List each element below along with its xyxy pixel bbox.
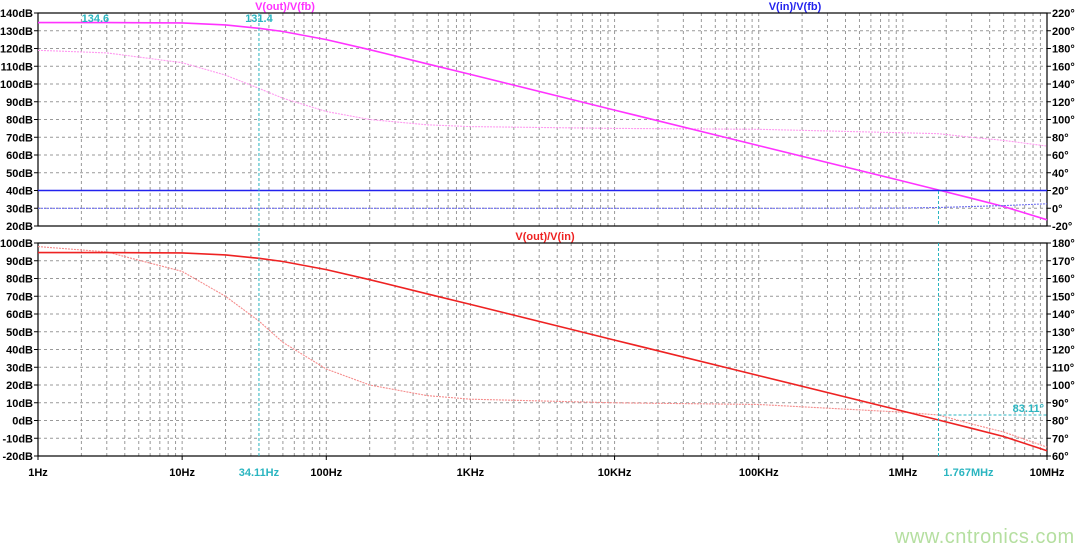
right-axis-tick-label: 60° [1052, 451, 1069, 463]
right-axis-tick-label: 140° [1052, 309, 1075, 321]
left-axis-tick-label: 70dB [6, 132, 33, 144]
left-axis-tick-label: 30dB [6, 203, 33, 215]
left-axis-tick-label: 20dB [6, 221, 33, 233]
cursor-frequency-label: 1.767MHz [943, 467, 994, 479]
cursor-phase-label: 83.11° [1013, 403, 1044, 415]
right-axis-tick-label: 130° [1052, 327, 1075, 339]
right-axis-tick-label: 180° [1052, 44, 1075, 56]
right-axis-tick-label: 0° [1052, 203, 1063, 215]
right-axis-tick-label: 170° [1052, 256, 1075, 268]
trace-title: V(out)/V(fb) [255, 1, 315, 13]
left-axis-tick-label: 100dB [0, 79, 33, 91]
magnitude-trace [38, 251, 1048, 452]
right-axis-tick-label: 160° [1052, 274, 1075, 286]
left-axis-tick-label: 90dB [6, 97, 33, 109]
right-axis-tick-label: 60° [1052, 150, 1069, 162]
right-axis-tick-label: 90° [1052, 398, 1069, 410]
left-axis-tick-label: 130dB [0, 26, 33, 38]
right-axis-tick-label: 40° [1052, 168, 1069, 180]
phase-trace [37, 246, 1048, 448]
right-axis-tick-label: 120° [1052, 345, 1075, 357]
left-axis-tick-label: 110dB [1, 61, 33, 73]
right-axis-tick-label: 150° [1052, 291, 1075, 303]
trace-title: V(out)/V(in) [515, 231, 575, 243]
magnitude-trace [38, 21, 1048, 221]
left-axis-tick-label: 80dB [6, 274, 33, 286]
x-axis-tick-label: 1KHz [457, 467, 485, 479]
left-axis-tick-label: 10dB [6, 398, 33, 410]
right-axis-tick-label: 140° [1052, 79, 1075, 91]
left-axis-tick-label: 40dB [6, 345, 33, 357]
right-axis-tick-label: 120° [1052, 97, 1075, 109]
phase-trace [37, 49, 1048, 147]
x-axis-tick-label: 10Hz [169, 467, 195, 479]
right-axis-tick-label: 80° [1052, 132, 1069, 144]
left-axis-tick-label: -20dB [2, 451, 33, 463]
left-axis-tick-label: 140dB [0, 8, 33, 20]
left-axis-tick-label: 80dB [6, 115, 33, 127]
left-axis-tick-label: 50dB [6, 168, 33, 180]
x-axis-tick-label: 1Hz [28, 467, 48, 479]
cursor-value-label: 134.6 [82, 13, 110, 25]
watermark: www.cntronics.com [895, 526, 1075, 548]
left-axis-tick-label: 60dB [6, 150, 33, 162]
right-axis-tick-label: 80° [1052, 416, 1069, 428]
right-axis-tick-label: 70° [1052, 433, 1069, 445]
right-axis-tick-label: 180° [1052, 238, 1075, 250]
left-axis-tick-label: 100dB [0, 238, 33, 250]
left-axis-tick-label: 20dB [6, 380, 33, 392]
x-axis-tick-label: 10KHz [598, 467, 632, 479]
x-axis-tick-label: 100KHz [739, 467, 779, 479]
phase-trace [38, 203, 1048, 209]
right-axis-tick-label: 20° [1052, 186, 1069, 198]
cursor-frequency-label: 34.11Hz [239, 467, 280, 479]
right-axis-tick-label: -20° [1052, 221, 1072, 233]
right-axis-tick-label: 200° [1052, 26, 1075, 38]
right-axis-tick-label: 110° [1052, 362, 1074, 374]
left-axis-tick-label: 90dB [6, 256, 33, 268]
right-axis-tick-label: 220° [1052, 8, 1075, 20]
x-axis-tick-label: 1MHz [888, 467, 917, 479]
left-axis-tick-label: 30dB [6, 362, 33, 374]
left-axis-tick-label: 70dB [6, 291, 33, 303]
left-axis-tick-label: 0dB [12, 416, 33, 428]
right-axis-tick-label: 100° [1052, 115, 1075, 127]
left-axis-tick-label: 120dB [0, 44, 33, 56]
left-axis-tick-label: 60dB [6, 309, 33, 321]
right-axis-tick-label: 160° [1052, 61, 1075, 73]
trace-title: V(in)/V(fb) [769, 1, 822, 13]
x-axis-tick-label: 100Hz [310, 467, 342, 479]
left-axis-tick-label: 40dB [6, 186, 33, 198]
left-axis-tick-label: 50dB [6, 327, 33, 339]
right-axis-tick-label: 100° [1052, 380, 1075, 392]
left-axis-tick-label: -10dB [2, 433, 33, 445]
x-axis-tick-label: 10MHz [1030, 467, 1065, 479]
